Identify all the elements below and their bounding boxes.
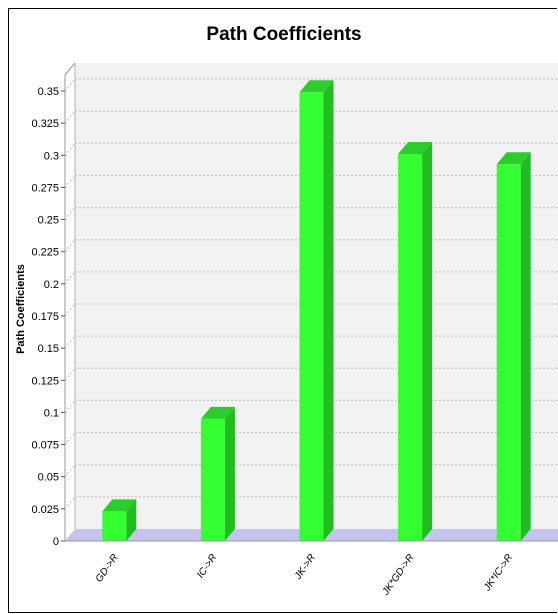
y-tick-label: 0.1 [44,407,59,419]
bar-3 [299,92,324,542]
x-tick-label: IC->R [195,552,219,580]
gridline [64,464,76,478]
bar-side [224,406,235,541]
bar-4 [398,154,423,541]
y-tick-label: 0.3 [44,150,59,162]
y-tick-label: 0.125 [31,375,59,387]
bar-top [398,142,433,154]
y-tick-label: 0.35 [38,86,59,98]
bar-side [126,499,137,541]
gridline [64,207,76,220]
gridline [64,335,76,349]
y-tick-label: 0.325 [31,118,59,130]
y-tick-label: 0 [53,536,59,548]
x-tick-label: GD->R [94,552,121,584]
y-axis-label: Path Coefficients [15,264,27,354]
bar-5 [496,164,521,542]
gridline [64,303,76,317]
y-tick-label: 0.225 [31,247,59,259]
wall-edge [64,62,76,76]
bar-top [102,499,137,512]
bar-top [496,152,531,165]
gridline [64,271,76,285]
chart-frame: Path Coefficients Path Coefficients 0 0.0… [8,8,558,613]
y-tick-label: 0.15 [38,343,59,355]
x-tick-label: JK->R [292,552,318,582]
plot-area: 0 0.025 0.05 0.075 0.1 0.125 0.15 0.175 0.2 0.225… [31,62,558,598]
gridline [64,142,76,156]
y-tick-label: 0.275 [31,182,59,194]
chart-title: Path Coefficients [206,24,361,45]
bar-1 [102,511,127,541]
y-tick-label: 0.25 [38,215,59,227]
bar-2 [200,418,225,541]
bar-top [200,406,235,419]
gridline [64,496,76,510]
gridline [64,432,76,445]
y-tick-label: 0.025 [31,504,59,516]
x-tick-label: JK*GD->R [380,552,417,598]
gridline [64,110,76,124]
bar-chart: Path Coefficients Path Coefficients 0 0.0… [15,24,558,598]
bar-side [323,80,334,542]
y-tick-label: 0.075 [31,440,59,452]
bar-top [299,80,334,93]
gridline [64,400,76,413]
gridline [64,78,76,92]
bar-side [422,142,433,541]
bar-side [520,152,531,542]
gridline [64,367,76,381]
y-tick-label: 0.2 [44,279,59,291]
gridline [64,175,76,188]
x-tick-label: JK*IC->R [482,552,516,593]
y-tick-label: 0.175 [31,311,59,323]
gridline [64,239,76,253]
y-tick-label: 0.05 [38,472,59,484]
